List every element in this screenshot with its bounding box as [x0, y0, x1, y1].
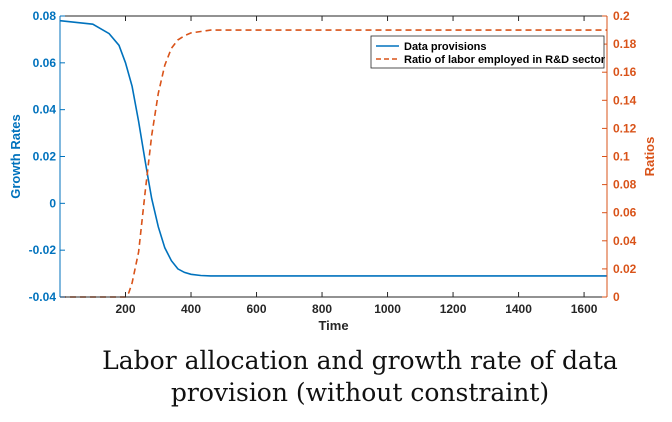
legend-box — [370, 35, 605, 69]
x-axis-label: Time — [318, 318, 348, 333]
legend-entry-2: Ratio of labor employed in R&D sector — [404, 54, 606, 66]
x-tick-label: 1400 — [505, 302, 532, 316]
caption-line-2: provision (without constraint) — [170, 378, 550, 407]
legend-entry-1: Data provisions — [404, 41, 487, 53]
x-tick-label: 600 — [247, 302, 267, 316]
y-left-tick-label: 0.04 — [33, 103, 57, 117]
x-tick-label: 400 — [181, 302, 201, 316]
x-tick-label: 1000 — [374, 302, 401, 316]
series-layer — [59, 19, 607, 298]
y-right-axis-label: Ratios — [642, 137, 657, 177]
x-tick-label: 200 — [115, 302, 135, 316]
x-tick-label: 800 — [312, 302, 332, 316]
y-left-axis-label: Growth Rates — [8, 114, 23, 199]
y-right-tick-label: 0.16 — [613, 65, 637, 79]
axes-layer: 200 400 600 800 1000 1200 1400 1600 -0.04 -0.02 0 0… — [8, 9, 657, 333]
x-tick-label: 1600 — [571, 302, 598, 316]
y-right-tick-label: 0.06 — [613, 206, 637, 220]
y-left-tick-label: 0 — [49, 196, 56, 210]
y-right-tick-label: 0.02 — [613, 262, 637, 276]
y-right-tick-label: 0.18 — [613, 37, 637, 51]
x-tick-label: 1200 — [440, 302, 467, 316]
y-right-tick-label: 0.04 — [613, 234, 637, 248]
series-line-2 — [60, 29, 607, 298]
y-right-tick-label: 0.14 — [613, 93, 637, 107]
caption-line-1: Labor allocation and growth rate of data — [102, 346, 618, 375]
figure-caption: Labor allocation and growth rate of data… — [60, 345, 660, 409]
y-left-tick-label: 0.08 — [33, 9, 57, 23]
y-right-tick-label: 0 — [613, 290, 620, 304]
series-line-1 — [59, 19, 607, 277]
y-right-tick-label: 0.12 — [613, 121, 637, 135]
y-left-tick-label: -0.04 — [29, 290, 57, 304]
y-left-tick-label: 0.06 — [33, 56, 57, 70]
y-right-tick-label: 0.08 — [613, 178, 637, 192]
y-right-tick-label: 0.1 — [613, 150, 630, 164]
y-left-tick-label: -0.02 — [29, 243, 57, 257]
y-left-tick-label: 0.02 — [33, 150, 57, 164]
y-right-tick-label: 0.2 — [613, 9, 630, 23]
